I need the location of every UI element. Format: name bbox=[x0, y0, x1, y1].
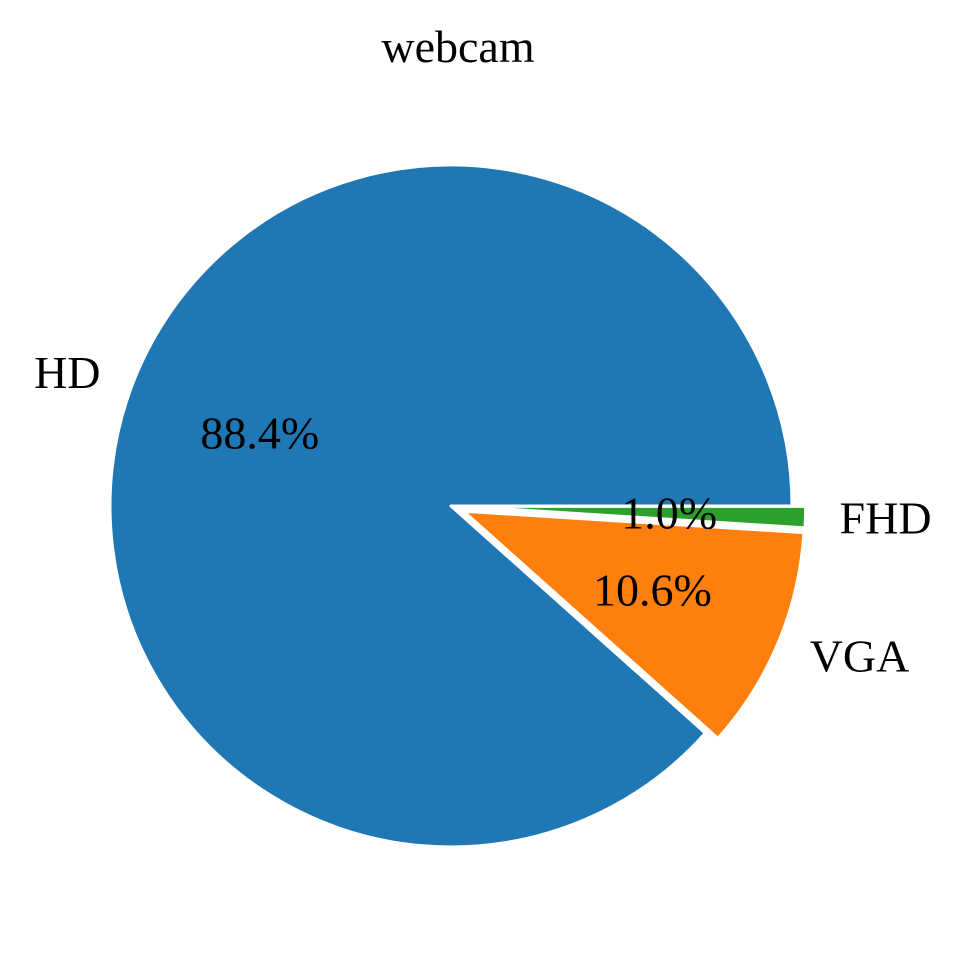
pie-pct-label-hd: 88.4% bbox=[200, 408, 319, 459]
chart-title: webcam bbox=[381, 21, 535, 72]
pie-labels: 88.4% HD 10.6% VGA 1.0% FHD bbox=[34, 347, 931, 682]
pie-pct-label-fhd: 1.0% bbox=[621, 487, 717, 538]
pie-category-label-hd: HD bbox=[34, 347, 100, 398]
pie-slice-hd bbox=[108, 163, 794, 849]
pie-slices bbox=[108, 163, 808, 849]
pie-pct-label-vga: 10.6% bbox=[593, 565, 712, 616]
pie-slice-vga bbox=[462, 509, 806, 740]
pie-category-label-fhd: FHD bbox=[840, 493, 932, 544]
pie-slice-fhd bbox=[463, 504, 808, 530]
pie-category-label-vga: VGA bbox=[810, 630, 910, 681]
